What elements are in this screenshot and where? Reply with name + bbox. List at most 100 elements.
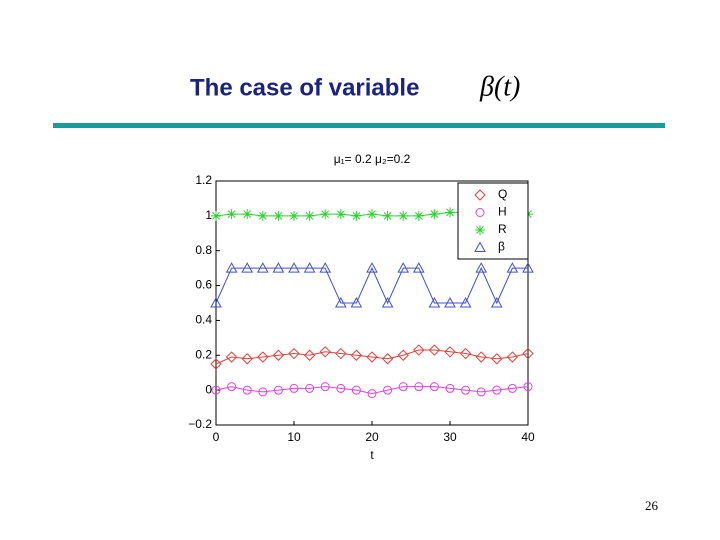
marker <box>367 209 377 220</box>
y-tick-label: −0.2 <box>188 417 212 431</box>
marker <box>366 351 378 363</box>
marker <box>288 347 300 360</box>
marker <box>428 296 441 308</box>
marker <box>242 385 252 395</box>
marker <box>522 262 534 273</box>
marker <box>225 262 238 273</box>
marker <box>474 189 486 201</box>
marker <box>429 382 439 392</box>
marker <box>475 225 485 235</box>
series-line <box>215 349 529 365</box>
marker <box>273 210 284 221</box>
marker <box>210 296 222 308</box>
divider <box>53 123 665 128</box>
y-tick-label: 1 <box>205 208 212 222</box>
marker <box>257 351 269 363</box>
y-tick-label: 0.4 <box>195 313 212 327</box>
x-tick-label: 0 <box>213 430 220 444</box>
marker <box>445 383 455 393</box>
marker <box>491 353 503 365</box>
marker <box>444 296 456 308</box>
marker <box>476 387 486 397</box>
marker <box>398 210 409 221</box>
marker <box>211 385 221 395</box>
legend-label: Q <box>498 187 507 201</box>
marker <box>320 382 330 392</box>
marker <box>272 262 285 273</box>
marker <box>289 383 299 393</box>
marker <box>334 296 347 308</box>
marker <box>459 296 472 308</box>
marker <box>397 349 409 361</box>
marker <box>507 383 517 393</box>
marker <box>336 383 346 393</box>
x-tick-label: 40 <box>521 430 535 444</box>
marker <box>256 262 269 273</box>
marker <box>397 262 410 273</box>
page-number: 26 <box>645 498 659 513</box>
marker <box>506 351 519 363</box>
legend-label: H <box>498 205 507 219</box>
marker <box>474 241 486 252</box>
marker <box>227 382 237 392</box>
marker <box>350 349 363 361</box>
marker <box>366 262 378 273</box>
marker <box>350 296 363 308</box>
x-tick-label: 30 <box>443 430 457 444</box>
marker <box>412 262 425 273</box>
marker <box>257 210 268 221</box>
y-tick-label: 1.2 <box>195 173 212 187</box>
marker <box>319 262 332 273</box>
marker <box>258 387 268 397</box>
chart: μ₁= 0.2 μ₂=0.2−0.200.20.40.60.811.20 10 20… <box>188 152 535 462</box>
legend-box <box>457 182 529 260</box>
marker <box>289 210 299 221</box>
x-tick-label: 10 <box>287 430 301 444</box>
marker <box>429 209 440 220</box>
marker <box>523 382 533 392</box>
marker <box>398 382 408 392</box>
marker <box>381 296 394 308</box>
marker <box>304 210 315 221</box>
y-tick-label: 0 <box>205 382 212 396</box>
marker <box>320 209 331 220</box>
slide-title: The case of variable <box>190 74 419 101</box>
marker <box>444 346 456 358</box>
y-tick-label: 0.6 <box>195 278 212 292</box>
y-tick-label: 0.2 <box>195 347 212 361</box>
series-line <box>215 266 528 305</box>
x-tick-label: 20 <box>365 430 379 444</box>
marker <box>226 209 237 220</box>
marker <box>305 383 315 393</box>
marker <box>303 349 316 361</box>
formula: β(t) <box>479 71 520 102</box>
marker <box>210 358 222 370</box>
marker <box>335 347 347 360</box>
marker <box>506 262 519 273</box>
marker <box>459 347 472 360</box>
marker <box>351 385 361 395</box>
legend-label: β <box>498 240 505 254</box>
marker <box>413 210 424 221</box>
marker <box>414 382 424 392</box>
x-axis-label: t <box>370 448 374 462</box>
marker <box>303 262 316 273</box>
marker <box>319 346 331 358</box>
marker <box>211 210 221 221</box>
marker <box>241 353 253 365</box>
marker <box>273 385 283 395</box>
marker <box>413 344 425 356</box>
marker <box>272 349 285 361</box>
marker <box>242 209 253 220</box>
y-tick-label: 0.8 <box>195 243 212 257</box>
marker <box>383 385 393 395</box>
legend-label: R <box>498 222 507 236</box>
marker <box>351 210 362 221</box>
marker <box>367 389 377 399</box>
marker <box>382 210 393 221</box>
chart-title: μ₁= 0.2 μ₂=0.2 <box>334 152 411 166</box>
series-line <box>215 386 529 395</box>
marker <box>288 262 300 273</box>
marker <box>241 262 254 273</box>
